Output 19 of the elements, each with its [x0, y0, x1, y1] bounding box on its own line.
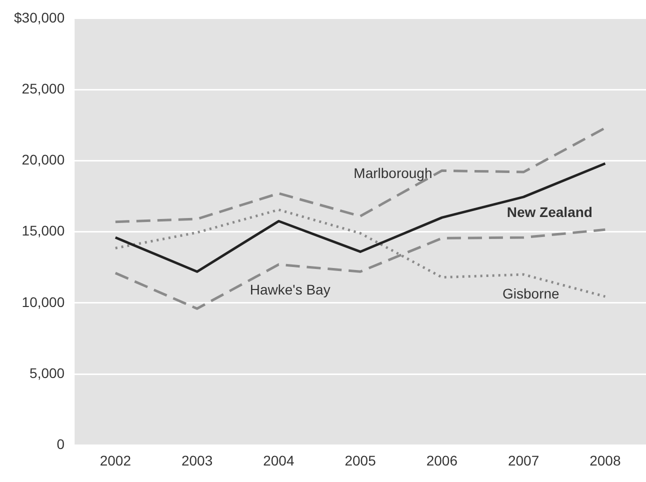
x-tick-label: 2007	[508, 452, 540, 468]
x-tick-label: 2005	[344, 452, 376, 468]
x-tick-label: 2003	[181, 452, 213, 468]
series-label: Gisborne	[502, 285, 560, 302]
x-tick-label: 2002	[100, 452, 132, 468]
series-label: New Zealand	[506, 204, 592, 220]
y-tick-label: 0	[56, 436, 65, 452]
line-series	[114, 126, 606, 224]
y-tick-label: 20,000	[22, 152, 65, 168]
y-tick-label: 25,000	[22, 80, 65, 96]
y-tick-label: 10,000	[22, 294, 65, 310]
y-tick-label: 5,000	[30, 364, 65, 381]
y-tick-label: 15,000	[22, 222, 65, 239]
series-label: Hawke's Bay	[250, 281, 330, 298]
y-tick-label: $30,000	[14, 9, 65, 26]
x-tick-label: 2008	[590, 452, 621, 468]
x-tick-label: 2004	[263, 452, 294, 468]
series-label: Marlborough	[354, 164, 432, 181]
x-tick-label: 2006	[426, 452, 458, 468]
